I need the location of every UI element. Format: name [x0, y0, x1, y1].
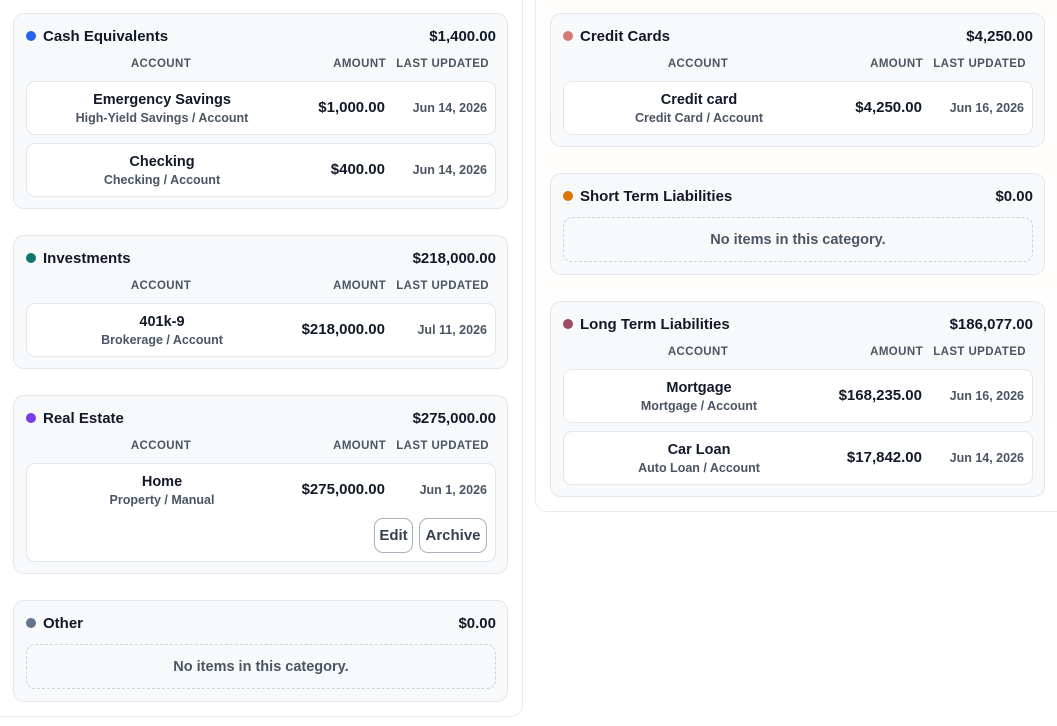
account-type: Auto Loan / Account — [638, 461, 760, 475]
account-type: Brokerage / Account — [101, 333, 223, 347]
category-title: Credit Cards — [580, 27, 671, 45]
category-card-cash-equivalents: Cash Equivalents $1,400.00 ACCOUNT AMOUN… — [13, 13, 508, 209]
category-card-investments: Investments $218,000.00 ACCOUNT AMOUNT L… — [13, 235, 508, 369]
account-type: Property / Manual — [109, 493, 215, 507]
account-row[interactable]: 401k-9 Brokerage / Account $218,000.00 J… — [26, 303, 496, 357]
column-header-account: ACCOUNT — [130, 58, 192, 70]
account-name: Home — [141, 474, 183, 490]
account-name: 401k-9 — [139, 314, 185, 330]
account-name: Mortgage — [666, 380, 732, 396]
column-headers: ACCOUNT AMOUNT LAST UPDATED — [26, 280, 496, 293]
account-amount: $4,250.00 — [855, 99, 922, 116]
column-header-last-updated: LAST UPDATED — [396, 280, 489, 292]
category-title: Cash Equivalents — [43, 27, 169, 45]
account-row[interactable]: Mortgage Mortgage / Account $168,235.00 … — [563, 369, 1033, 423]
category-card-credit-cards: Credit Cards $4,250.00 ACCOUNT AMOUNT LA… — [550, 13, 1045, 147]
account-type: High-Yield Savings / Account — [75, 111, 249, 125]
account-name: Checking — [129, 154, 195, 170]
category-title: Long Term Liabilities — [580, 315, 730, 333]
account-row[interactable]: Car Loan Auto Loan / Account $17,842.00 … — [563, 431, 1033, 485]
column-header-last-updated: LAST UPDATED — [396, 58, 489, 70]
category-card-real-estate: Real Estate $275,000.00 ACCOUNT AMOUNT L… — [13, 395, 508, 574]
category-title: Other — [43, 614, 84, 632]
category-title: Real Estate — [43, 409, 124, 427]
category-total: $0.00 — [995, 187, 1033, 205]
account-row[interactable]: Home Property / Manual $275,000.00 Jun 1… — [26, 463, 496, 562]
column-header-amount: AMOUNT — [333, 58, 386, 70]
account-amount: $218,000.00 — [301, 321, 385, 338]
category-color-dot — [26, 253, 36, 263]
account-last-updated: Jun 16, 2026 — [949, 389, 1024, 403]
column-header-amount: AMOUNT — [333, 280, 386, 292]
account-row[interactable]: Credit card Credit Card / Account $4,250… — [563, 81, 1033, 135]
column-headers: ACCOUNT AMOUNT LAST UPDATED — [563, 58, 1033, 71]
category-title: Investments — [43, 249, 131, 267]
account-last-updated: Jun 16, 2026 — [949, 101, 1024, 115]
column-header-amount: AMOUNT — [870, 58, 923, 70]
account-last-updated: Jun 14, 2026 — [949, 451, 1024, 465]
category-title: Short Term Liabilities — [580, 187, 733, 205]
account-type: Mortgage / Account — [640, 399, 758, 413]
category-card-short-term-liabilities: Short Term Liabilities $0.00 No items in… — [550, 173, 1045, 275]
empty-state: No items in this category. — [26, 644, 496, 689]
column-header-amount: AMOUNT — [333, 440, 386, 452]
account-amount: $400.00 — [330, 161, 385, 178]
category-total: $275,000.00 — [412, 409, 496, 427]
column-header-account: ACCOUNT — [130, 440, 192, 452]
column-headers: ACCOUNT AMOUNT LAST UPDATED — [26, 440, 496, 453]
category-color-dot — [26, 31, 36, 41]
account-last-updated: Jun 14, 2026 — [412, 163, 487, 177]
category-total: $186,077.00 — [949, 315, 1033, 333]
category-color-dot — [26, 413, 36, 423]
column-header-account: ACCOUNT — [130, 280, 192, 292]
account-amount: $275,000.00 — [301, 481, 385, 498]
account-amount: $168,235.00 — [838, 387, 922, 404]
category-card-other: Other $0.00 No items in this category. — [13, 600, 508, 702]
category-total: $218,000.00 — [412, 249, 496, 267]
column-header-account: ACCOUNT — [667, 346, 729, 358]
account-last-updated: Jul 11, 2026 — [417, 323, 487, 337]
account-type: Credit Card / Account — [634, 111, 764, 125]
category-color-dot — [563, 191, 573, 201]
account-amount: $1,000.00 — [318, 99, 385, 116]
column-header-last-updated: LAST UPDATED — [933, 346, 1026, 358]
edit-button[interactable]: Edit — [374, 518, 413, 553]
column-header-amount: AMOUNT — [870, 346, 923, 358]
category-color-dot — [26, 618, 36, 628]
account-last-updated: Jun 1, 2026 — [419, 483, 487, 497]
account-name: Credit card — [660, 92, 738, 108]
column-header-last-updated: LAST UPDATED — [933, 58, 1026, 70]
account-last-updated: Jun 14, 2026 — [412, 101, 487, 115]
account-amount: $17,842.00 — [846, 449, 922, 466]
category-total: $0.00 — [458, 614, 496, 632]
archive-button[interactable]: Archive — [419, 518, 487, 553]
account-type: Checking / Account — [103, 173, 221, 187]
category-total: $1,400.00 — [429, 27, 496, 45]
column-header-account: ACCOUNT — [667, 58, 729, 70]
column-headers: ACCOUNT AMOUNT LAST UPDATED — [26, 58, 496, 71]
account-name: Car Loan — [667, 442, 731, 458]
category-color-dot — [563, 319, 573, 329]
category-color-dot — [563, 31, 573, 41]
account-name: Emergency Savings — [93, 92, 231, 108]
account-row[interactable]: Checking Checking / Account $400.00 Jun … — [26, 143, 496, 197]
empty-state: No items in this category. — [563, 217, 1033, 262]
category-total: $4,250.00 — [966, 27, 1033, 45]
column-header-last-updated: LAST UPDATED — [396, 440, 489, 452]
account-row[interactable]: Emergency Savings High-Yield Savings / A… — [26, 81, 496, 135]
category-card-long-term-liabilities: Long Term Liabilities $186,077.00 ACCOUN… — [550, 301, 1045, 497]
column-headers: ACCOUNT AMOUNT LAST UPDATED — [563, 346, 1033, 359]
